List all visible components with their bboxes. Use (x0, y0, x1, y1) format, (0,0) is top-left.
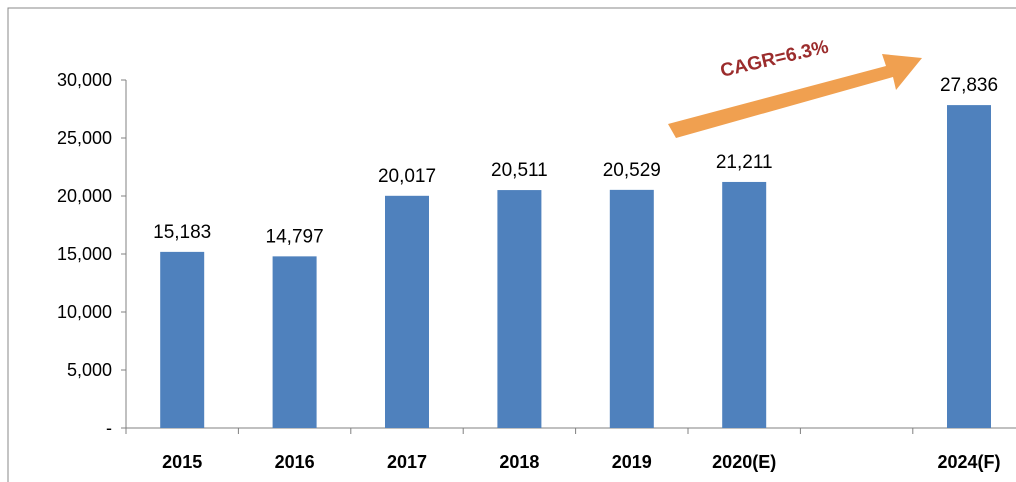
bars (160, 105, 991, 428)
bar (609, 189, 654, 428)
bar-data-label: 27,836 (940, 75, 998, 96)
y-tick-label: 15,000 (57, 244, 112, 264)
bar (272, 256, 317, 428)
x-tick-label: 2017 (387, 452, 427, 472)
cagr-annotation: CAGR=6.3% (668, 37, 922, 138)
bar-data-label: 21,211 (716, 152, 773, 173)
bar (160, 251, 205, 428)
data-labels: 15,183 14,797 20,017 20,511 20,529 21,211 27,8… (153, 75, 998, 247)
y-tick-label: 30,000 (57, 70, 112, 90)
bar (385, 195, 429, 428)
bar (497, 190, 542, 428)
y-tick-label: - (106, 418, 112, 438)
bar-data-label: 15,183 (153, 222, 211, 243)
cagr-arrow-icon (668, 54, 922, 138)
y-tick-label: 20,000 (57, 186, 112, 206)
y-tick-label: 10,000 (57, 302, 112, 322)
bar-data-label: 14,797 (266, 226, 324, 247)
bar-data-label: 20,529 (603, 160, 661, 181)
x-tick-label: 2024(F) (937, 452, 1000, 472)
bar (722, 181, 767, 428)
axes: - 5,000 10,000 15,000 20,000 25,000 30,000 2015… (57, 70, 1016, 472)
y-tick-label: 25,000 (57, 128, 112, 148)
bar-data-label: 20,511 (491, 160, 548, 181)
bar (947, 105, 991, 428)
x-tick-label: 2018 (499, 452, 539, 472)
x-tick-label: 2020(E) (712, 452, 776, 472)
x-tick-label: 2016 (275, 452, 315, 472)
cagr-label: CAGR=6.3% (718, 37, 830, 82)
x-tick-label: 2015 (162, 452, 202, 472)
chart-border (7, 7, 1016, 482)
bar-data-label: 20,017 (378, 166, 436, 187)
y-tick-label: 5,000 (67, 360, 112, 380)
x-tick-label: 2019 (612, 452, 652, 472)
